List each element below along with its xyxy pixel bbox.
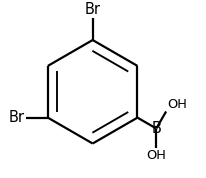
Text: Br: Br	[9, 110, 25, 125]
Text: OH: OH	[167, 98, 187, 111]
Text: Br: Br	[85, 2, 101, 17]
Text: OH: OH	[146, 149, 166, 162]
Text: B: B	[151, 121, 161, 136]
